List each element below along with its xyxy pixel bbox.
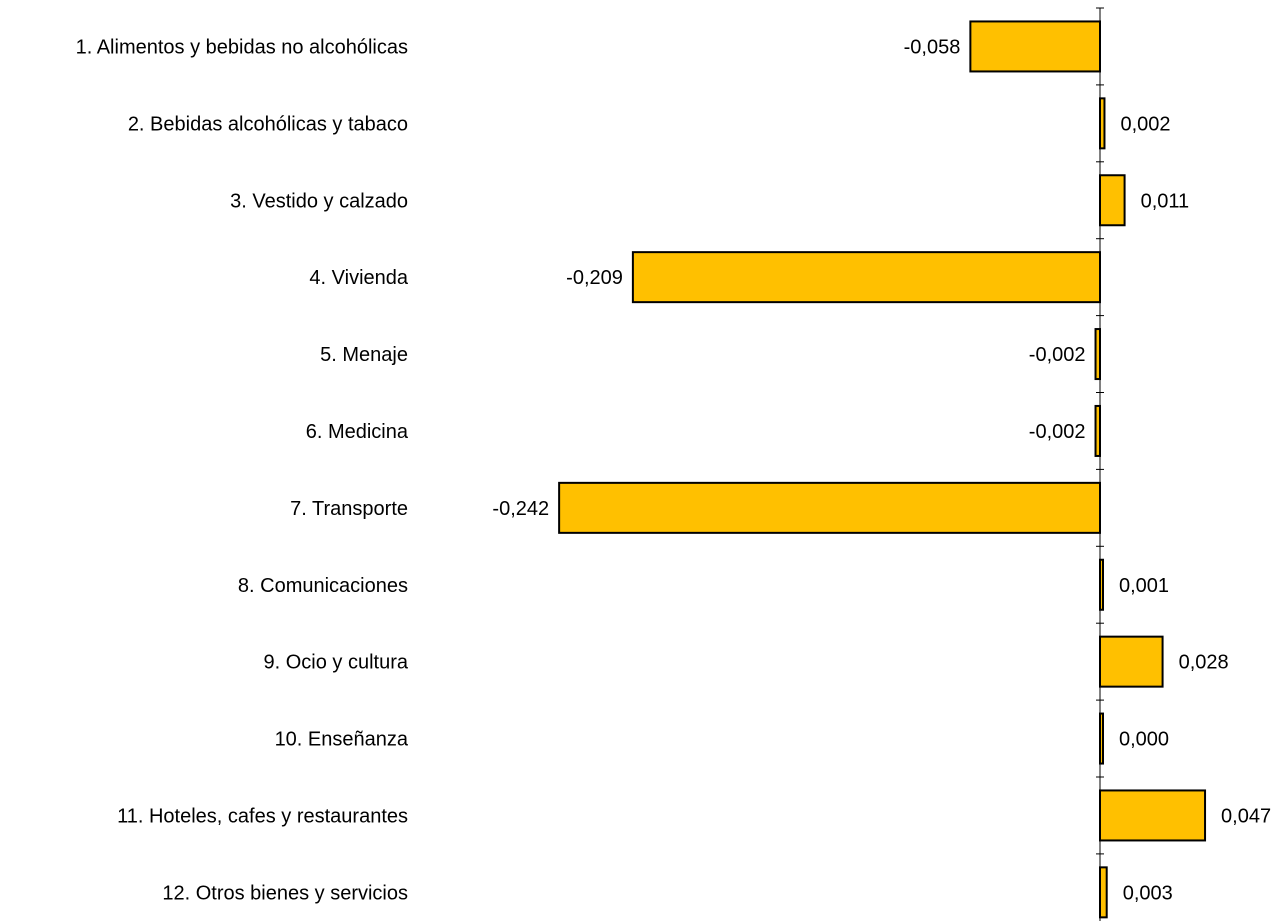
value-label: 0,000 (1119, 729, 1169, 751)
bar (558, 481, 1101, 534)
category-label: 2. Bebidas alcohólicas y tabaco (128, 113, 408, 135)
value-label: -0,002 (1029, 421, 1086, 443)
category-label: 1. Alimentos y bebidas no alcohólicas (76, 36, 408, 58)
category-label: 3. Vestido y calzado (230, 190, 408, 212)
category-label: 11. Hoteles, cafes y restaurantes (117, 805, 408, 827)
category-label: 10. Enseñanza (275, 729, 409, 751)
value-label: 0,003 (1123, 882, 1173, 904)
value-label: 0,028 (1179, 652, 1229, 674)
zero-axis (1096, 7, 1104, 921)
bar (1094, 328, 1102, 381)
value-label: -0,002 (1029, 344, 1086, 366)
value-label: -0,242 (492, 498, 549, 520)
category-label: 5. Menaje (320, 344, 408, 366)
bar (1099, 866, 1108, 919)
bar (631, 251, 1101, 304)
category-label: 4. Vivienda (309, 267, 408, 289)
category-label: 8. Comunicaciones (238, 575, 408, 597)
category-label: 12. Otros bienes y servicios (162, 882, 408, 904)
value-label: 0,001 (1119, 575, 1169, 597)
value-label: 0,002 (1120, 113, 1170, 135)
value-labels: -0,058 0,002 0,011 -0,209 -0,002 -0,002 -0,242… (492, 36, 1271, 904)
value-label: 0,011 (1141, 190, 1190, 212)
value-label: -0,209 (566, 267, 623, 289)
value-label: 0,047 (1221, 805, 1271, 827)
category-labels: 1. Alimentos y bebidas no alcohólicas 2. … (76, 36, 409, 904)
value-label: -0,058 (904, 36, 961, 58)
bars (558, 20, 1207, 919)
bar (969, 20, 1101, 73)
bar (1099, 97, 1106, 150)
category-label: 9. Ocio y cultura (263, 652, 408, 674)
bar (1099, 789, 1207, 842)
bar (1094, 404, 1102, 457)
category-label: 6. Medicina (306, 421, 409, 443)
bar (1099, 174, 1126, 227)
category-label: 7. Transporte (290, 498, 408, 520)
bar (1099, 635, 1164, 688)
